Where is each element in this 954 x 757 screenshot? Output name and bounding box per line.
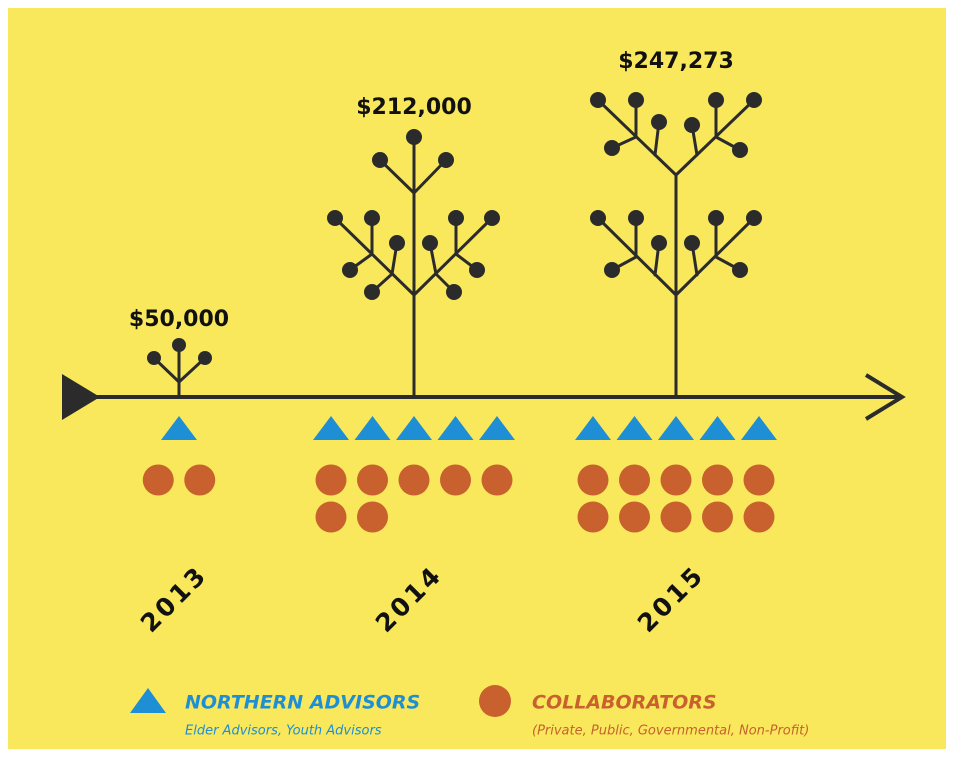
collaborator-icon — [143, 465, 174, 496]
collaborator-icon — [744, 502, 775, 533]
collaborator-icon — [578, 502, 609, 533]
collaborator-icon — [661, 502, 692, 533]
amount-label: $247,273 — [618, 49, 734, 74]
legend-label: COLLABORATORS — [532, 692, 717, 714]
amount-label: $50,000 — [129, 307, 229, 332]
background — [8, 8, 946, 749]
amount-label: $212,000 — [356, 95, 472, 120]
collaborator-icon — [184, 465, 215, 496]
collaborator-icon — [619, 502, 650, 533]
collaborator-icon — [619, 465, 650, 496]
legend-circle — [479, 685, 511, 717]
collaborator-icon — [440, 465, 471, 496]
collaborator-icon — [399, 465, 430, 496]
infographic: NORTHERN ADVISORS Elder Advisors, Youth … — [0, 0, 954, 757]
collaborator-icon — [578, 465, 609, 496]
legend-sublabel: (Private, Public, Governmental, Non-Prof… — [532, 724, 809, 739]
legend-label: NORTHERN ADVISORS — [185, 692, 420, 714]
legend-sublabel: Elder Advisors, Youth Advisors — [185, 724, 382, 739]
collaborator-icon — [744, 465, 775, 496]
collaborator-icon — [316, 502, 347, 533]
collaborator-icon — [482, 465, 513, 496]
collaborator-icon — [316, 465, 347, 496]
collaborator-icon — [357, 502, 388, 533]
collaborator-icon — [702, 465, 733, 496]
collaborator-icon — [357, 465, 388, 496]
collaborator-icon — [702, 502, 733, 533]
collaborator-icon — [661, 465, 692, 496]
